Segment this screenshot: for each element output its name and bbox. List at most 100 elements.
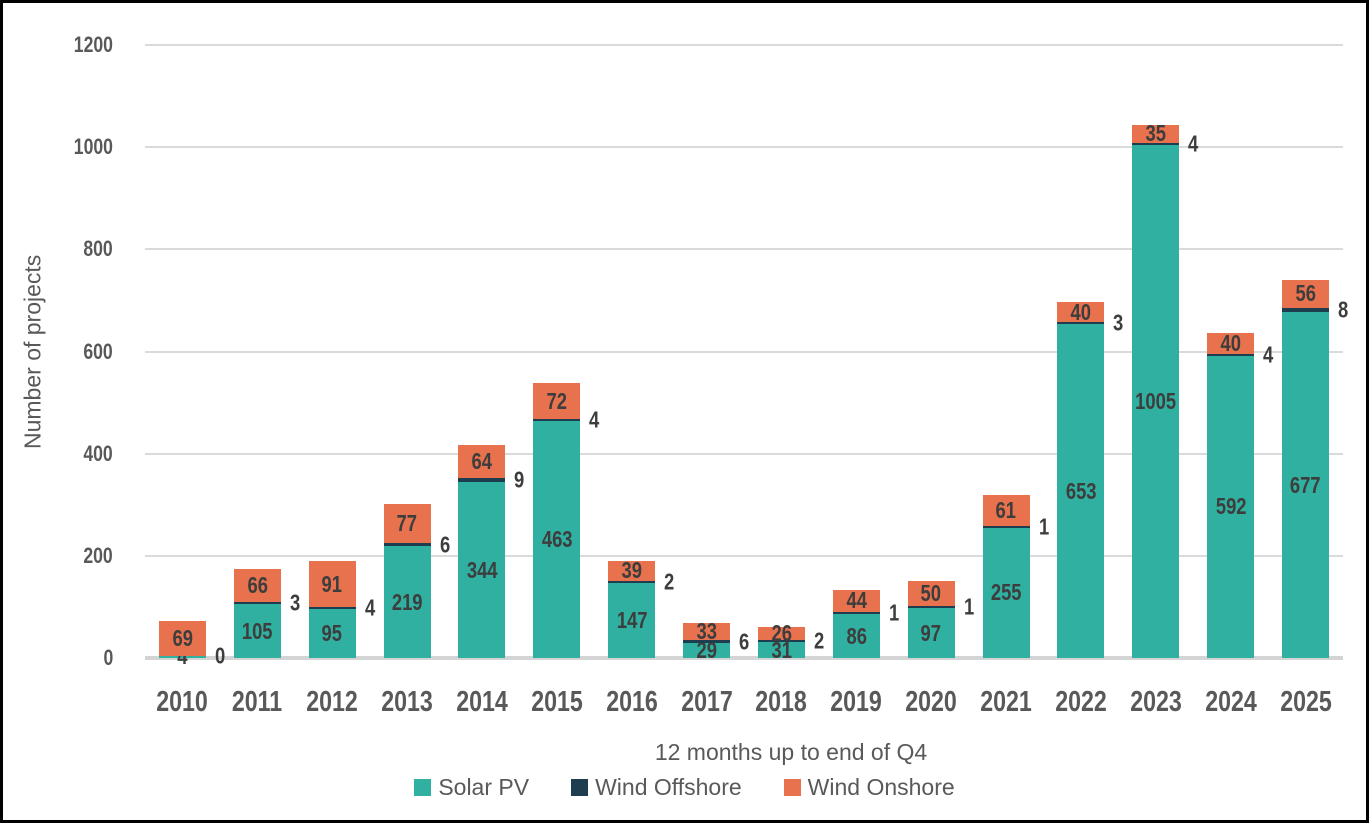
segment-solar-pv: 147 (608, 582, 656, 658)
wind-offshore-value-label: 1 (964, 595, 977, 619)
x-tick-label: 2013 (375, 686, 440, 719)
data-label: 2 (813, 627, 825, 654)
x-tick-label: 2020 (899, 686, 964, 719)
segment-wind-offshore (683, 640, 731, 644)
data-label: 40 (1220, 329, 1241, 356)
segment-wind-offshore (383, 543, 431, 547)
legend-swatch-icon (783, 779, 801, 796)
data-label: 35 (1145, 120, 1167, 147)
segment-wind-offshore (907, 606, 955, 609)
x-tick-text: 2016 (605, 686, 658, 718)
segment-solar-pv: 592 (1207, 355, 1255, 658)
bar-2011: 105 66 (233, 568, 281, 658)
data-label: 463 (541, 526, 573, 553)
segment-solar-pv: 344 (458, 482, 506, 658)
data-label: 8 (1338, 296, 1349, 323)
data-label: 61 (995, 496, 1017, 523)
data-label: 592 (1215, 493, 1247, 520)
x-tick-label: 2017 (674, 686, 739, 719)
wind-offshore-value-label: 4 (365, 596, 378, 620)
segment-wind-onshore: 91 (308, 560, 356, 608)
segment-wind-onshore: 72 (533, 382, 581, 420)
data-label: 6 (439, 531, 450, 558)
bar-2022: 653 40 (1057, 298, 1105, 658)
bar-2015: 463 72 (533, 382, 581, 658)
bar-2013: 219 77 (383, 503, 431, 658)
x-tick-text: 2019 (830, 686, 883, 718)
x-tick-label: 2014 (450, 686, 515, 719)
data-label: 4 (177, 643, 188, 670)
wind-offshore-value-label: 3 (290, 591, 303, 615)
segment-wind-onshore: 69 (158, 620, 206, 656)
segment-wind-offshore (1207, 353, 1255, 356)
data-label: 653 (1065, 477, 1097, 504)
wind-offshore-value-label: 6 (739, 630, 752, 653)
segment-solar-pv: 31 (757, 638, 805, 661)
data-label: 33 (696, 618, 717, 645)
wind-offshore-value-label: 2 (664, 570, 677, 593)
legend-item-wind-offshore: Wind Offshore (571, 774, 742, 801)
x-tick-label: 2012 (300, 686, 365, 719)
segment-wind-onshore: 33 (683, 618, 731, 645)
x-tick-label: 2021 (974, 686, 1039, 719)
segment-solar-pv: 677 (1282, 312, 1330, 658)
x-tick-text: 2024 (1204, 686, 1257, 718)
data-label: 3 (1113, 309, 1124, 336)
segment-solar-pv: 1005 (1132, 144, 1180, 658)
wind-offshore-value-label: 1 (1039, 515, 1052, 538)
segment-solar-pv: 4 (158, 645, 206, 668)
segment-wind-onshore: 35 (1132, 120, 1180, 147)
data-label: 40 (1070, 298, 1092, 325)
legend-swatch-icon (414, 779, 432, 796)
x-tick-text: 2013 (381, 686, 433, 718)
bar-2025: 677 56 (1282, 279, 1330, 658)
segment-solar-pv: 653 (1057, 324, 1105, 658)
plot-area: 4 69 0 105 66 3 95 91 4 219 77 6 344 64 9 463 72 4 147 39 2 2… (145, 44, 1348, 668)
y-tick-label: 0 (3, 647, 121, 669)
data-label: 4 (589, 406, 600, 433)
data-label: 105 (241, 617, 273, 644)
x-tick-text: 2014 (456, 686, 508, 718)
data-label: 4 (1263, 341, 1274, 368)
data-label: 29 (696, 637, 717, 664)
segment-wind-onshore: 26 (757, 622, 805, 645)
data-label: 0 (214, 642, 226, 669)
gridline (145, 44, 1343, 46)
data-label: 6 (739, 628, 750, 655)
x-tick-label: 2025 (1273, 686, 1338, 719)
data-label: 2 (664, 568, 675, 595)
wind-offshore-value-label: 9 (514, 468, 527, 491)
legend-item-solar-pv: Solar PV (414, 774, 529, 801)
y-tick-label: 1000 (3, 136, 121, 158)
wind-offshore-value-label: 8 (1338, 296, 1351, 323)
x-tick-label: 2011 (226, 686, 289, 719)
segment-wind-onshore: 40 (1207, 329, 1255, 356)
legend-label: Wind Onshore (807, 774, 955, 800)
bar-2024: 592 40 (1207, 329, 1255, 658)
data-label: 44 (846, 587, 867, 614)
segment-wind-offshore (1132, 142, 1180, 145)
x-tick-text: 2012 (306, 686, 358, 718)
segment-wind-offshore (832, 612, 880, 615)
gridline (145, 554, 1343, 557)
y-tick-text: 1200 (73, 32, 113, 57)
segment-wind-offshore (1282, 308, 1330, 313)
x-tick-text: 2023 (1130, 686, 1182, 718)
segment-solar-pv: 463 (533, 421, 581, 658)
data-label: 344 (466, 556, 498, 583)
x-tick-text: 2010 (156, 686, 209, 718)
data-label: 77 (396, 509, 418, 536)
bar-2018: 31 26 (757, 622, 805, 661)
data-label: 72 (546, 387, 568, 414)
x-tick-text: 2025 (1279, 686, 1332, 718)
data-label: 50 (920, 580, 942, 607)
segment-wind-onshore: 61 (982, 494, 1030, 526)
x-tick-label: 2018 (749, 686, 814, 719)
x-tick-text: 2015 (531, 686, 583, 718)
y-tick-label: 400 (3, 442, 121, 465)
segment-solar-pv: 95 (308, 609, 356, 658)
x-axis-line (145, 656, 1343, 660)
data-label: 56 (1295, 280, 1316, 307)
bar-2016: 147 39 (608, 559, 656, 658)
y-tick-label: 600 (3, 340, 121, 363)
